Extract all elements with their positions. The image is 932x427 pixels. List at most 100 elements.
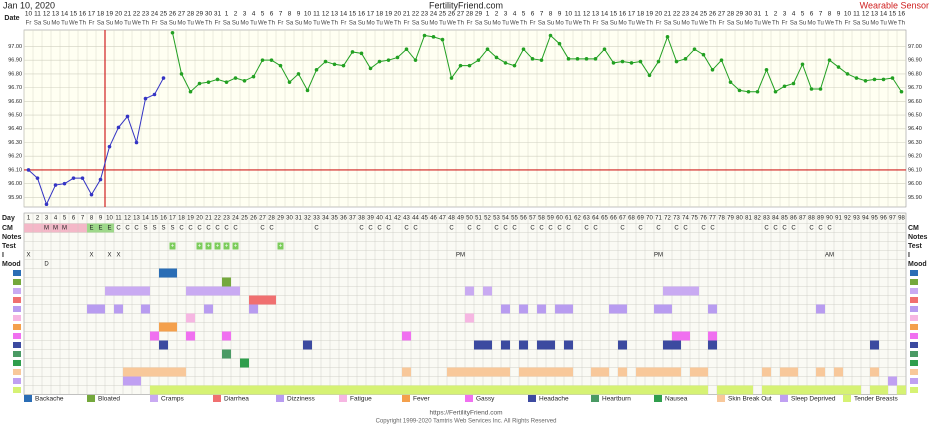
weekday-label: Su <box>736 21 743 27</box>
symptom-cell <box>186 385 195 395</box>
day-number: 91 <box>835 216 842 222</box>
symptom-icon <box>13 324 21 330</box>
weekday-label: Fr <box>278 21 284 27</box>
weekday-label: We <box>384 21 394 27</box>
weekday-label: Th <box>520 21 527 27</box>
day-number: 30 <box>286 216 293 222</box>
symptom-cell <box>159 367 168 377</box>
symptom-icon <box>13 297 21 303</box>
symptom-cell <box>663 340 672 350</box>
temp-point <box>188 89 193 94</box>
date-label: 20 <box>394 11 402 18</box>
day-number: 94 <box>862 216 869 222</box>
weekday-label: Mo <box>744 21 753 27</box>
date-label: 25 <box>700 11 708 18</box>
day-number: 98 <box>898 216 905 222</box>
legend-label: Heartburn <box>602 396 631 403</box>
symptom-cell <box>159 322 168 332</box>
date-label: 8 <box>288 11 292 18</box>
cm-label: C <box>764 226 769 232</box>
weekday-label: Fr <box>467 21 473 27</box>
date-label: 14 <box>880 11 888 18</box>
day-number: 78 <box>718 216 725 222</box>
day-number: 66 <box>610 216 617 222</box>
day-number: 17 <box>169 216 176 222</box>
weekday-label: Su <box>673 21 680 27</box>
weekday-label: Su <box>547 21 554 27</box>
symptom-cell <box>438 385 447 395</box>
symptom-cell <box>627 385 636 395</box>
day-number: 45 <box>421 216 428 222</box>
symptom-cell <box>681 331 690 341</box>
symptom-cell <box>546 340 555 350</box>
symptom-cell <box>123 367 132 377</box>
test-mark <box>232 242 239 250</box>
temp-point <box>44 202 49 207</box>
legend-label: Skin Break Out <box>728 396 772 403</box>
intercourse-label: X <box>107 253 111 259</box>
temp-point <box>836 65 841 69</box>
weekday-label: Sa <box>601 21 609 27</box>
date-label: 3 <box>504 11 508 18</box>
cm-label: C <box>197 226 202 232</box>
temp-point <box>107 144 112 149</box>
day-number: 51 <box>475 216 482 222</box>
day-number: 38 <box>358 216 365 222</box>
cm-label: C <box>584 226 589 232</box>
temp-point <box>449 76 454 80</box>
symptom-cell <box>555 367 564 377</box>
weekday-label: Tu <box>376 21 383 27</box>
day-number: 2 <box>36 216 40 222</box>
weekday-label: Th <box>331 21 338 27</box>
cm-label: C <box>557 226 562 232</box>
symptom-cell <box>690 286 699 296</box>
weekday-label: We <box>195 21 205 27</box>
temp-point <box>404 47 409 52</box>
symptom-cell <box>834 367 843 377</box>
symptom-icon <box>13 378 21 384</box>
date-label: 22 <box>133 11 141 18</box>
weekday-label: Tu <box>628 21 635 27</box>
symptom-icon <box>13 369 21 375</box>
day-number: 61 <box>565 216 572 222</box>
weekday-label: Mo <box>114 21 123 27</box>
temp-point <box>881 77 886 82</box>
day-number: 90 <box>826 216 833 222</box>
symptom-cell <box>744 385 753 395</box>
symptom-cell <box>186 286 195 296</box>
weekday-label: Su <box>358 21 365 27</box>
cm-label: C <box>467 226 472 232</box>
date-label: 9 <box>837 11 841 18</box>
temp-point <box>26 168 31 172</box>
symptom-cell <box>897 385 906 395</box>
cm-label: C <box>179 226 184 232</box>
weekday-label: Fr <box>593 21 599 27</box>
day-number: 24 <box>232 216 239 222</box>
temp-point <box>476 58 481 62</box>
date-label: 21 <box>403 11 411 18</box>
symptom-cell <box>537 340 546 350</box>
row-label-right: Test <box>908 243 923 250</box>
cm-label: C <box>494 226 499 232</box>
date-label: 16 <box>898 11 906 18</box>
symptom-cell <box>537 367 546 377</box>
weekday-label: Su <box>610 21 617 27</box>
date-label: 27 <box>457 11 465 18</box>
temp-point <box>170 30 175 35</box>
symptom-cell <box>483 340 492 350</box>
temp-point <box>296 72 301 76</box>
symptom-icon <box>13 270 21 276</box>
weekday-label: Fr <box>26 21 32 27</box>
temp-point <box>377 59 382 64</box>
mood-label: D <box>44 262 49 268</box>
weekday-label: Sa <box>97 21 105 27</box>
symptom-cell <box>186 331 195 341</box>
symptom-cell <box>285 385 294 395</box>
weekday-label: Fr <box>215 21 221 27</box>
symptom-cell <box>267 385 276 395</box>
weekday-label: Fr <box>341 21 347 27</box>
date-label: 15 <box>889 11 897 18</box>
symptom-cell <box>141 304 150 314</box>
symptom-cell <box>303 340 312 350</box>
symptom-cell <box>663 286 672 296</box>
